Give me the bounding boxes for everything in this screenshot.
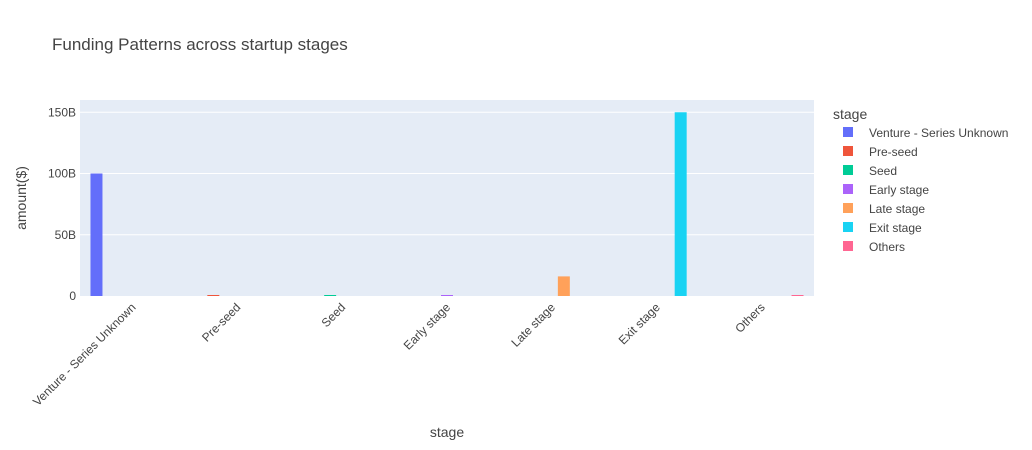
legend-swatch[interactable] [843, 241, 853, 251]
bar-3-3[interactable] [441, 295, 453, 296]
legend-item-label[interactable]: Pre-seed [869, 145, 918, 159]
gridlines [80, 111, 814, 236]
legend-item-label[interactable]: Late stage [869, 202, 925, 216]
x-tick-label: Others [732, 300, 767, 335]
legend-item-label[interactable]: Others [869, 240, 905, 254]
legend-swatch[interactable] [843, 222, 853, 232]
y-tick-label: 150B [48, 105, 76, 119]
legend-swatch[interactable] [843, 165, 853, 175]
x-tick-label: Late stage [508, 300, 558, 350]
y-tick-labels: 0 50B 100B 150B [48, 105, 76, 303]
bar-4-4[interactable] [557, 276, 570, 296]
bars [90, 112, 804, 297]
y-tick-label: 50B [55, 228, 76, 242]
legend-swatch[interactable] [843, 184, 853, 194]
plot-area [80, 100, 814, 296]
x-tick-labels: Venture - Series Unknown Pre-seed Seed Earl… [30, 300, 768, 409]
legend-item-label[interactable]: Seed [869, 164, 897, 178]
legend-item-label[interactable]: Venture - Series Unknown [869, 126, 1008, 140]
x-tick-label: Exit stage [616, 300, 663, 347]
bar-6-6[interactable] [791, 295, 804, 296]
legend-item-label[interactable]: Exit stage [869, 221, 922, 235]
legend-item-label[interactable]: Early stage [869, 183, 929, 197]
x-tick-label: Pre-seed [199, 300, 243, 344]
bar-0-0[interactable] [90, 173, 103, 297]
bar-2-2[interactable] [324, 295, 337, 296]
x-tick-label: Seed [319, 300, 349, 330]
y-tick-label: 100B [48, 167, 76, 181]
y-tick-label: 0 [69, 289, 76, 303]
legend-swatch[interactable] [843, 127, 853, 137]
x-tick-label: Venture - Series Unknown [30, 300, 138, 408]
chart-title: Funding Patterns across startup stages [52, 35, 348, 54]
legend-swatch[interactable] [843, 203, 853, 213]
x-axis-title: stage [430, 424, 464, 440]
y-axis-title: amount($) [13, 166, 29, 230]
bar-5-5[interactable] [674, 112, 687, 296]
legend: stage Venture - Series Unknown Pre-seed Se… [833, 106, 1008, 254]
x-tick-label: Early stage [401, 300, 454, 353]
bar-1-1[interactable] [207, 295, 220, 296]
legend-swatch[interactable] [843, 146, 853, 156]
legend-title: stage [833, 106, 867, 122]
